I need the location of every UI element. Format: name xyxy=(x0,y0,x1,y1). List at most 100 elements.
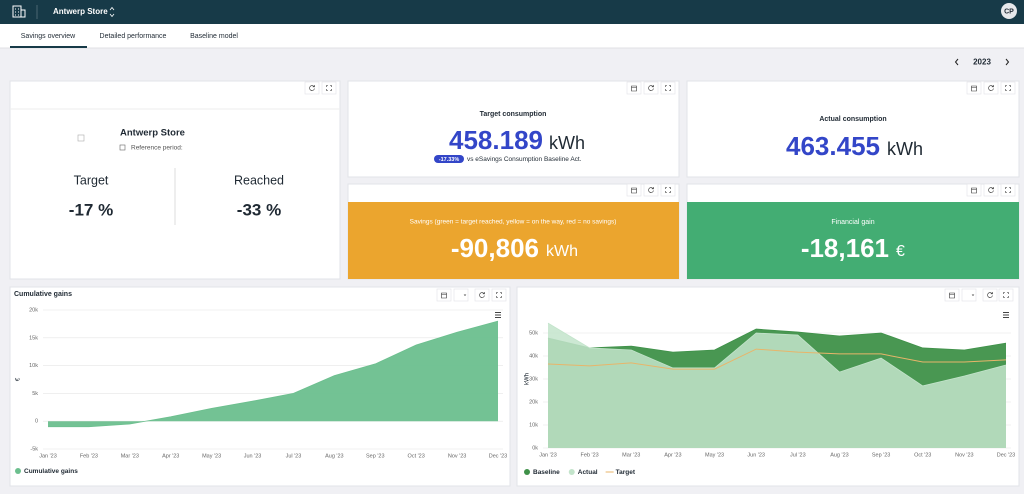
reached-label: Reached xyxy=(234,173,284,187)
y-axis-label: € xyxy=(16,377,22,381)
toolbar-button[interactable] xyxy=(643,81,659,95)
toolbar-button[interactable] xyxy=(966,81,982,95)
store-selector[interactable]: Antwerp Store xyxy=(53,7,108,16)
top-bar xyxy=(0,0,1024,24)
fullscreen-icon[interactable] xyxy=(665,187,671,193)
calendar-icon[interactable] xyxy=(631,187,637,194)
chart-title: Cumulative gains xyxy=(14,291,72,298)
toolbar-button[interactable] xyxy=(1000,183,1016,197)
fullscreen-icon[interactable] xyxy=(1005,85,1011,91)
legend-label[interactable]: Target xyxy=(616,469,636,476)
building-icon[interactable] xyxy=(12,5,26,18)
reached-value: -33 % xyxy=(237,200,281,219)
toolbar-button[interactable] xyxy=(453,288,469,302)
active-tab-indicator xyxy=(10,46,87,48)
toolbar-button[interactable] xyxy=(304,81,320,95)
tab-bar xyxy=(0,24,1024,48)
x-tick-label: May '23 xyxy=(705,452,724,458)
calendar-icon[interactable] xyxy=(441,292,447,299)
toolbar-button[interactable] xyxy=(321,81,337,95)
toolbar-button[interactable] xyxy=(660,81,676,95)
y-tick-label: -5k xyxy=(30,446,38,452)
x-tick-label: Jun '23 xyxy=(244,453,262,459)
badge-note: vs eSavings Consumption Baseline Act. xyxy=(467,156,582,163)
kpi-value: -90,806 xyxy=(451,233,539,263)
tab[interactable]: Baseline model xyxy=(190,33,238,40)
legend-label[interactable]: Cumulative gains xyxy=(24,468,78,475)
area-line xyxy=(547,328,1007,353)
toolbar-button[interactable] xyxy=(983,183,999,197)
calendar-icon[interactable] xyxy=(949,292,955,299)
legend-symbol[interactable] xyxy=(524,469,530,475)
target-line xyxy=(547,348,1007,370)
x-tick-label: Apr '23 xyxy=(162,453,179,459)
x-tick-label: Jan '23 xyxy=(539,452,557,458)
calendar-icon[interactable] xyxy=(971,187,977,194)
toolbar-button[interactable] xyxy=(474,288,490,302)
refresh-icon[interactable] xyxy=(648,85,654,91)
actual-card xyxy=(686,80,1020,178)
fullscreen-icon[interactable] xyxy=(496,292,502,298)
fullscreen-icon[interactable] xyxy=(1003,292,1009,298)
toolbar-button[interactable] xyxy=(983,81,999,95)
savings-status xyxy=(348,202,679,279)
x-tick-label: Sep '23 xyxy=(872,452,890,458)
dropdown-icon[interactable] xyxy=(463,294,467,296)
fullscreen-icon[interactable] xyxy=(1005,187,1011,193)
calendar-icon xyxy=(119,144,126,151)
fullscreen-icon[interactable] xyxy=(326,85,332,91)
y-tick-label: 5k xyxy=(32,391,38,397)
next-year[interactable] xyxy=(1005,58,1010,66)
refresh-icon[interactable] xyxy=(479,292,485,298)
tab[interactable]: Detailed performance xyxy=(100,33,167,40)
refresh-icon[interactable] xyxy=(988,187,994,193)
area-line xyxy=(48,320,499,428)
x-tick-label: Mar '23 xyxy=(622,452,640,458)
legend-symbol[interactable] xyxy=(15,468,21,474)
chart-menu[interactable] xyxy=(495,312,501,318)
toolbar-button[interactable] xyxy=(961,288,977,302)
refresh-icon[interactable] xyxy=(309,85,315,91)
refresh-icon[interactable] xyxy=(987,292,993,298)
y-tick-label: 15k xyxy=(29,335,38,341)
x-tick-label: May '23 xyxy=(202,453,221,459)
dropdown-icon[interactable] xyxy=(971,294,975,296)
x-tick-label: Jul '23 xyxy=(790,452,806,458)
prev-year[interactable] xyxy=(954,58,959,66)
toolbar-button[interactable] xyxy=(998,288,1014,302)
toolbar-button[interactable] xyxy=(982,288,998,302)
toolbar-button[interactable] xyxy=(944,288,960,302)
calendar-icon[interactable] xyxy=(631,85,637,92)
store-name: Antwerp Store xyxy=(120,128,185,139)
legend-label[interactable]: Baseline xyxy=(533,469,560,476)
area-fill xyxy=(48,321,498,427)
toolbar-button[interactable] xyxy=(626,183,642,197)
legend-label[interactable]: Actual xyxy=(578,469,598,476)
toolbar-button[interactable] xyxy=(626,81,642,95)
financial-status xyxy=(687,202,1019,279)
toolbar-button[interactable] xyxy=(491,288,507,302)
kpi-unit: kWh xyxy=(887,139,923,159)
y-axis-label: kWh xyxy=(525,373,531,385)
toolbar-button[interactable] xyxy=(436,288,452,302)
tab[interactable]: Savings overview xyxy=(21,33,76,40)
legend-symbol[interactable] xyxy=(568,469,575,475)
selector-arrows[interactable] xyxy=(109,6,115,18)
toolbar-button[interactable] xyxy=(660,183,676,197)
calendar-icon[interactable] xyxy=(971,85,977,92)
refresh-icon[interactable] xyxy=(648,187,654,193)
avatar-initials[interactable]: CP xyxy=(1004,8,1014,15)
chart-menu[interactable] xyxy=(1003,312,1009,318)
toolbar-button[interactable] xyxy=(966,183,982,197)
x-tick-label: Jan '23 xyxy=(39,453,57,459)
avatar[interactable] xyxy=(1001,3,1017,19)
kpi-unit: kWh xyxy=(549,133,585,153)
toolbar-button[interactable] xyxy=(643,183,659,197)
y-tick-label: 0k xyxy=(532,445,538,451)
fullscreen-icon[interactable] xyxy=(665,85,671,91)
reference-period: Reference period: xyxy=(131,145,183,152)
toolbar-button[interactable] xyxy=(1000,81,1016,95)
y-tick-label: 30k xyxy=(529,376,538,382)
kpi-unit: kWh xyxy=(546,243,578,260)
refresh-icon[interactable] xyxy=(988,85,994,91)
